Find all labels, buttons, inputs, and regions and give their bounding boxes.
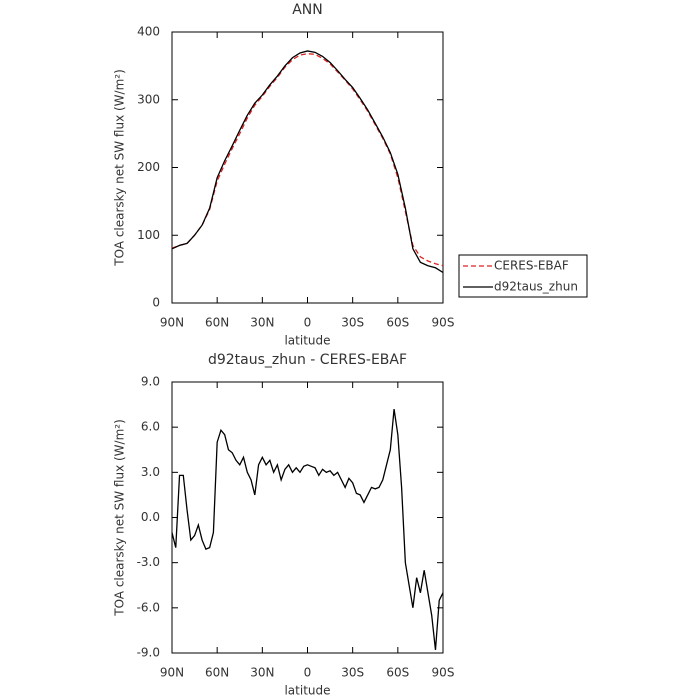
y-axis-label: TOA clearsky net SW flux (W/m²) bbox=[113, 419, 127, 617]
x-axis-label: latitude bbox=[284, 684, 330, 698]
data-line bbox=[171, 53, 444, 267]
legend-label: CERES-EBAF bbox=[494, 259, 569, 273]
chart-title: ANN bbox=[292, 2, 323, 18]
y-tick-label: 6.0 bbox=[141, 420, 160, 434]
x-tick-label: 90S bbox=[432, 666, 455, 680]
y-tick-label: 100 bbox=[137, 228, 160, 242]
y-tick-label: 200 bbox=[137, 160, 160, 174]
y-tick-label: -6.0 bbox=[137, 600, 160, 614]
x-tick-label: 0 bbox=[304, 666, 312, 680]
x-tick-label: 60S bbox=[386, 316, 409, 330]
y-axis-label: TOA clearsky net SW flux (W/m²) bbox=[113, 69, 127, 267]
data-line bbox=[171, 50, 444, 274]
y-tick-label: 300 bbox=[137, 92, 160, 106]
x-axis-label: latitude bbox=[284, 334, 330, 348]
y-tick-label: 3.0 bbox=[141, 465, 160, 479]
x-tick-label: 30N bbox=[250, 666, 274, 680]
y-tick-label: 0 bbox=[152, 296, 160, 310]
x-tick-label: 90S bbox=[432, 316, 455, 330]
y-tick-label: -3.0 bbox=[137, 555, 160, 569]
x-tick-label: 0 bbox=[304, 316, 312, 330]
x-tick-label: 90N bbox=[160, 666, 184, 680]
x-tick-label: 60S bbox=[386, 666, 409, 680]
plot-frame bbox=[171, 381, 444, 654]
y-tick-label: -9.0 bbox=[137, 646, 160, 660]
x-tick-label: 60N bbox=[205, 316, 229, 330]
y-tick-label: 0.0 bbox=[141, 510, 160, 524]
y-tick-label: 400 bbox=[137, 25, 160, 39]
x-tick-label: 60N bbox=[205, 666, 229, 680]
x-tick-label: 30S bbox=[341, 316, 364, 330]
legend-label: d92taus_zhun bbox=[494, 280, 578, 294]
legend-box bbox=[458, 254, 588, 298]
x-tick-label: 30N bbox=[250, 316, 274, 330]
plot-frame bbox=[171, 31, 444, 304]
x-tick-label: 30S bbox=[341, 666, 364, 680]
y-tick-label: 9.0 bbox=[141, 375, 160, 389]
data-line bbox=[171, 409, 444, 651]
x-tick-label: 90N bbox=[160, 316, 184, 330]
chart-title: d92taus_zhun - CERES-EBAF bbox=[208, 352, 407, 368]
